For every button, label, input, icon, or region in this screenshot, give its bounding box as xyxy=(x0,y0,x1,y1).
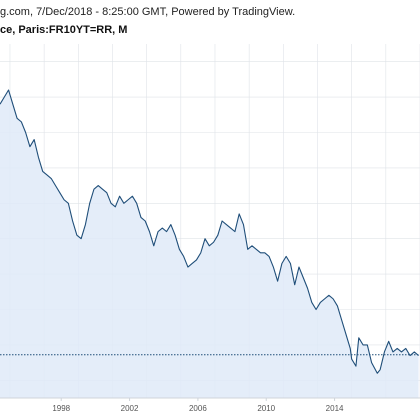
chart-instrument-title: ce, Paris:FR10YT=RR, M xyxy=(0,24,128,36)
x-tick-label: 2006 xyxy=(189,404,207,413)
x-tick-label: 1998 xyxy=(52,404,70,413)
x-tick-label: 2002 xyxy=(121,404,139,413)
x-axis-ticks: 1998 2002 2006 2010 2014 xyxy=(52,398,344,413)
chart-source-line: g.com, 7/Dec/2018 - 8:25:00 GMT, Powered… xyxy=(0,6,296,18)
series-area xyxy=(0,90,419,399)
x-tick-label: 2014 xyxy=(326,404,344,413)
x-tick-label: 2010 xyxy=(257,404,275,413)
series-line xyxy=(0,89,419,374)
